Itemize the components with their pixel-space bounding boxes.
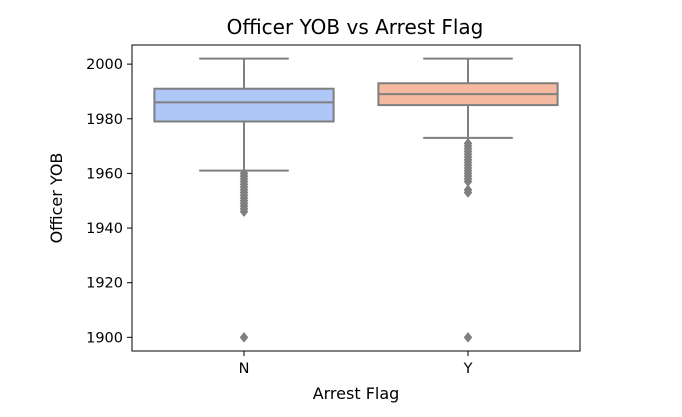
outlier-point-n [239, 206, 249, 218]
x-tick-label: N [239, 361, 250, 377]
x-tick-label: Y [463, 361, 473, 377]
y-tick-label: 1960 [86, 166, 123, 182]
outlier-point-y [463, 187, 473, 198]
box-n [153, 87, 335, 123]
y-tick-label: 1980 [86, 112, 123, 128]
outlier-point-y [463, 331, 473, 343]
plot-frame [131, 44, 581, 352]
y-axis-label: Officer YOB [47, 153, 66, 244]
y-tick-label: 2000 [86, 57, 123, 73]
outlier-point-n [239, 331, 249, 343]
y-tick-label: 1940 [86, 221, 123, 237]
x-axis-label: Arrest Flag [313, 384, 400, 403]
y-tick-label: 1900 [86, 330, 123, 346]
chart-title: Officer YOB vs Arrest Flag [227, 15, 484, 39]
y-tick-label: 1920 [86, 276, 123, 292]
plot-area: 1900 1920 1940 1960 1980 2000 N Y [86, 57, 559, 377]
